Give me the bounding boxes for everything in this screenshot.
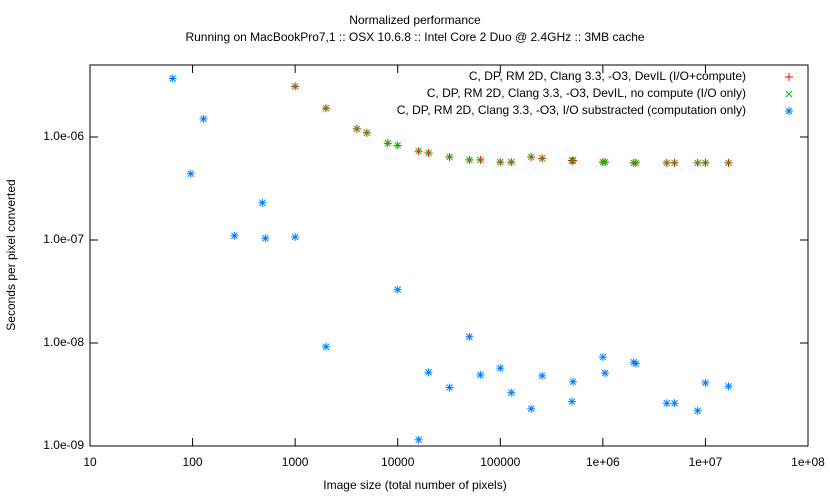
data-point	[477, 156, 484, 164]
y-tick-label: 1.0e-09	[43, 438, 84, 452]
data-point	[632, 159, 640, 167]
chart-title: Normalized performance	[349, 13, 481, 27]
data-point	[568, 157, 576, 164]
data-point	[527, 153, 535, 161]
legend-marker	[785, 107, 793, 115]
data-point	[630, 159, 638, 167]
data-point	[414, 435, 423, 444]
data-point	[631, 359, 640, 368]
x-tick-label: 1e+06	[586, 455, 620, 469]
data-point	[598, 353, 607, 362]
legend-marker	[785, 73, 793, 81]
data-point	[466, 156, 473, 164]
data-point	[569, 377, 578, 386]
data-point	[291, 232, 300, 241]
data-point	[567, 397, 576, 406]
data-point	[601, 369, 610, 378]
x-tick-label: 100	[183, 455, 203, 469]
data-point	[393, 285, 402, 294]
data-point	[394, 141, 402, 149]
x-tick-label: 10000	[381, 455, 415, 469]
data-point	[599, 158, 607, 166]
data-point	[446, 153, 453, 161]
data-point	[476, 370, 485, 379]
x-tick-label: 1e+08	[791, 455, 825, 469]
data-point	[629, 358, 638, 367]
y-axis-label: Seconds per pixel converted	[4, 179, 18, 330]
data-point	[693, 406, 702, 415]
data-point	[168, 74, 177, 83]
data-point	[701, 378, 710, 387]
x-tick-label: 1000	[282, 455, 309, 469]
x-axis-label: Image size (total number of pixels)	[323, 478, 506, 492]
data-point	[261, 234, 270, 243]
legend-label: C, DP, RM 2D, Clang 3.3, -O3, I/O substr…	[397, 103, 746, 117]
data-point	[291, 83, 299, 90]
y-tick-label: 1.0e-08	[43, 335, 84, 349]
data-point	[496, 364, 505, 373]
data-point	[507, 388, 516, 397]
data-point	[363, 129, 371, 137]
data-point	[258, 198, 267, 207]
data-point	[724, 382, 733, 391]
x-tick-label: 100000	[480, 455, 520, 469]
data-point	[702, 159, 709, 167]
chart-subtitle: Running on MacBookPro7,1 :: OSX 10.6.8 :…	[185, 30, 644, 44]
data-point	[671, 159, 678, 167]
data-point	[424, 368, 433, 377]
data-point	[353, 125, 361, 133]
legend-label: C, DP, RM 2D, Clang 3.3, -O3, DevIL, no …	[427, 86, 746, 100]
legend-label: C, DP, RM 2D, Clang 3.3, -O3, DevIL (I/O…	[469, 69, 746, 83]
data-point	[527, 404, 536, 413]
data-point	[670, 399, 679, 408]
legend-marker	[785, 90, 793, 98]
data-point	[601, 158, 609, 166]
data-point	[322, 104, 330, 112]
data-point	[569, 157, 577, 164]
data-point	[199, 114, 208, 123]
data-point	[662, 399, 671, 408]
data-point	[230, 231, 239, 240]
data-point	[538, 371, 547, 380]
data-point	[425, 149, 432, 157]
data-point	[384, 139, 392, 147]
data-point	[725, 159, 732, 167]
y-tick-label: 1.0e-06	[43, 129, 84, 143]
data-point	[496, 158, 504, 166]
plot-frame	[89, 64, 809, 447]
x-tick-label: 10	[83, 455, 97, 469]
data-point	[415, 147, 423, 155]
data-point	[465, 332, 474, 341]
data-point	[507, 158, 515, 166]
x-tick-label: 1e+07	[689, 455, 723, 469]
data-point	[694, 159, 702, 167]
data-point	[445, 383, 454, 392]
data-point	[322, 342, 331, 351]
data-point	[538, 155, 546, 162]
y-tick-label: 1.0e-07	[43, 232, 84, 246]
data-point	[186, 169, 195, 178]
data-point	[663, 159, 671, 167]
